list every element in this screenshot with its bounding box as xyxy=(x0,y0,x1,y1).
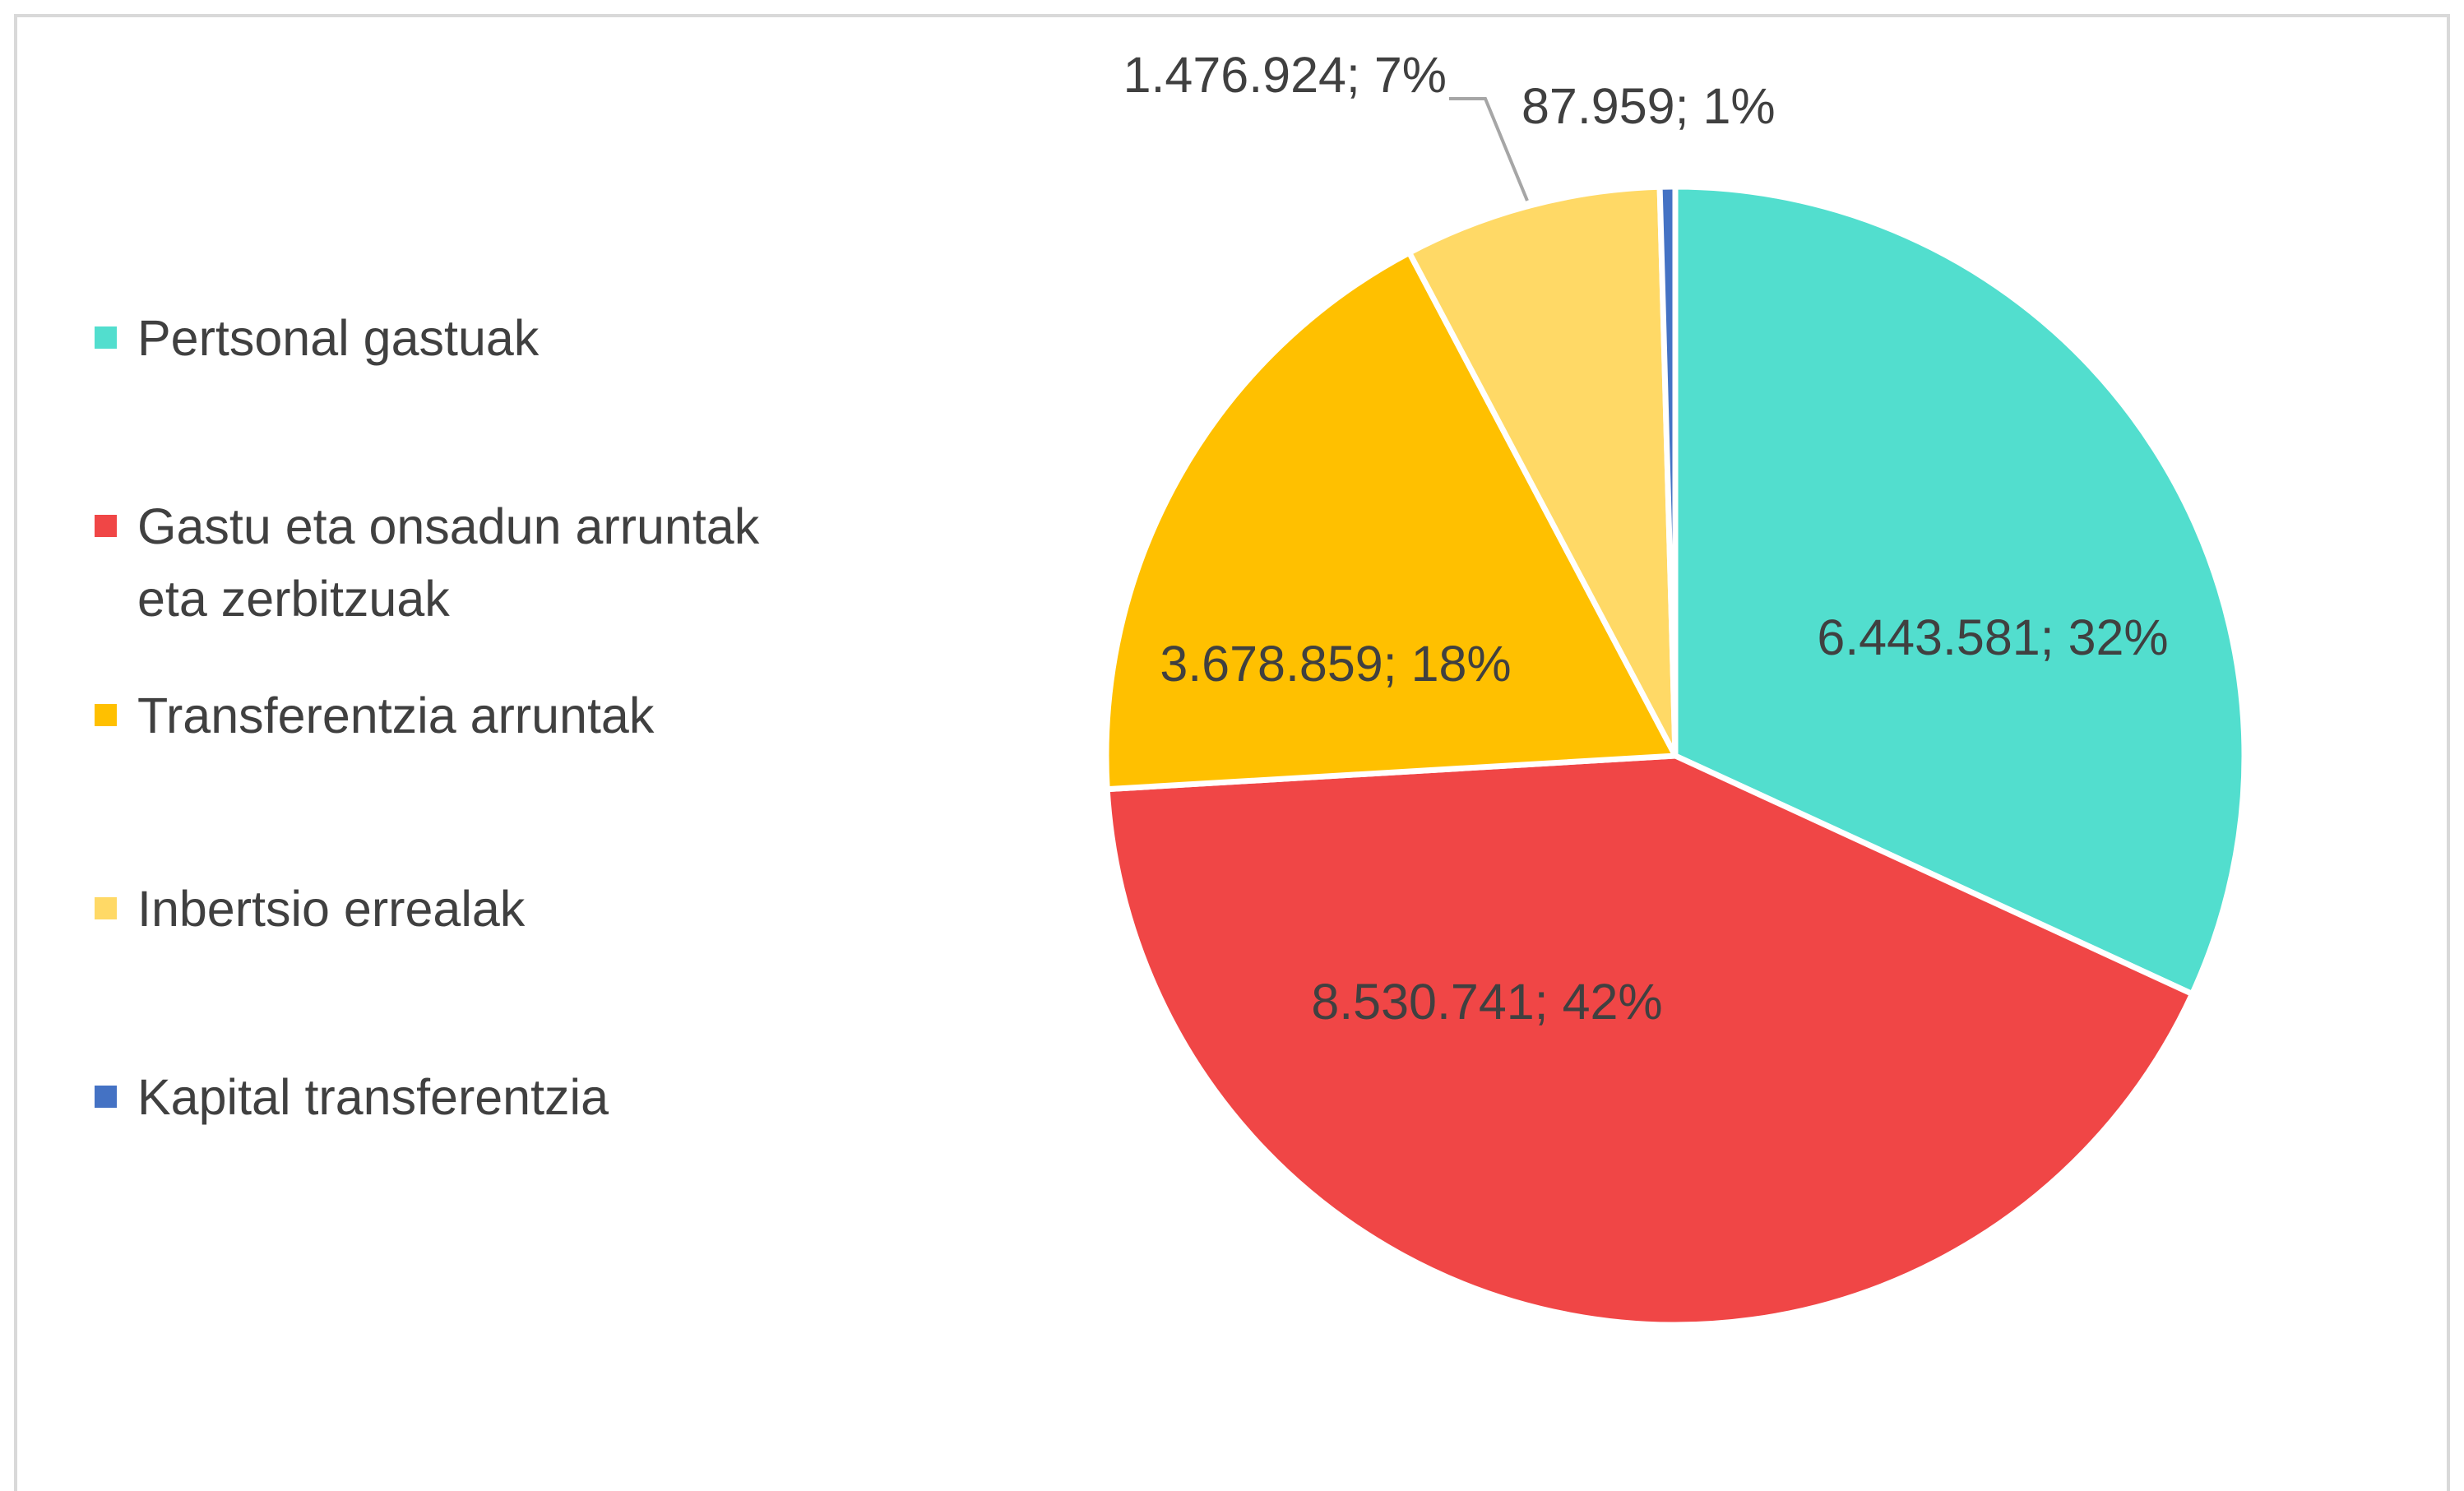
legend-item: Gastu eta onsadun arruntak eta zerbitzua… xyxy=(95,490,835,635)
legend-label: Pertsonal gastuak xyxy=(137,310,540,366)
legend-swatch xyxy=(95,326,117,349)
legend-swatch xyxy=(95,1086,117,1108)
leader-line xyxy=(1449,97,1529,201)
legend-label: Inbertsio errealak xyxy=(137,881,526,937)
data-label: 8.530.741; 42% xyxy=(1311,974,1662,1030)
pie-slice xyxy=(1103,248,1680,793)
legend-swatch xyxy=(95,897,117,919)
pie-slice xyxy=(1405,183,1679,757)
legend-item: Transferentzia arruntak xyxy=(95,679,835,752)
legend-label: Transferentzia arruntak xyxy=(137,688,655,743)
pie-slice xyxy=(1104,752,2197,1328)
legend-swatch xyxy=(95,515,117,537)
data-label: 1.476.924; 7% xyxy=(1123,47,1447,103)
legend-item: Pertsonal gastuak xyxy=(95,302,835,374)
legend-label: Kapital transferentzia xyxy=(137,1069,609,1125)
pie-slice xyxy=(1656,183,1679,757)
legend-label: Gastu eta onsadun arruntak eta zerbitzua… xyxy=(137,498,760,627)
pie-slice xyxy=(1672,183,2248,998)
legend-item: Kapital transferentzia xyxy=(95,1061,835,1133)
data-label: 87.959; 1% xyxy=(1521,78,1776,134)
data-label: 6.443.581; 32% xyxy=(1817,609,2168,665)
legend-item: Inbertsio errealak xyxy=(95,873,835,945)
chart-frame xyxy=(14,14,2450,1491)
data-label: 3.678.859; 18% xyxy=(1160,636,1511,692)
legend-swatch xyxy=(95,704,117,726)
